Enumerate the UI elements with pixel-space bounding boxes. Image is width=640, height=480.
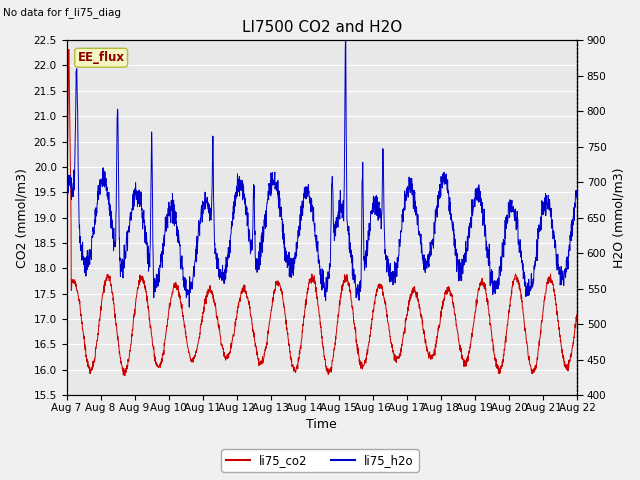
Legend: li75_co2, li75_h2o: li75_co2, li75_h2o: [221, 449, 419, 472]
Title: LI7500 CO2 and H2O: LI7500 CO2 and H2O: [242, 20, 402, 35]
X-axis label: Time: Time: [307, 419, 337, 432]
Y-axis label: H2O (mmol/m3): H2O (mmol/m3): [612, 168, 625, 268]
Text: EE_flux: EE_flux: [77, 51, 125, 64]
Y-axis label: CO2 (mmol/m3): CO2 (mmol/m3): [15, 168, 28, 268]
Text: No data for f_li75_diag: No data for f_li75_diag: [3, 7, 121, 18]
